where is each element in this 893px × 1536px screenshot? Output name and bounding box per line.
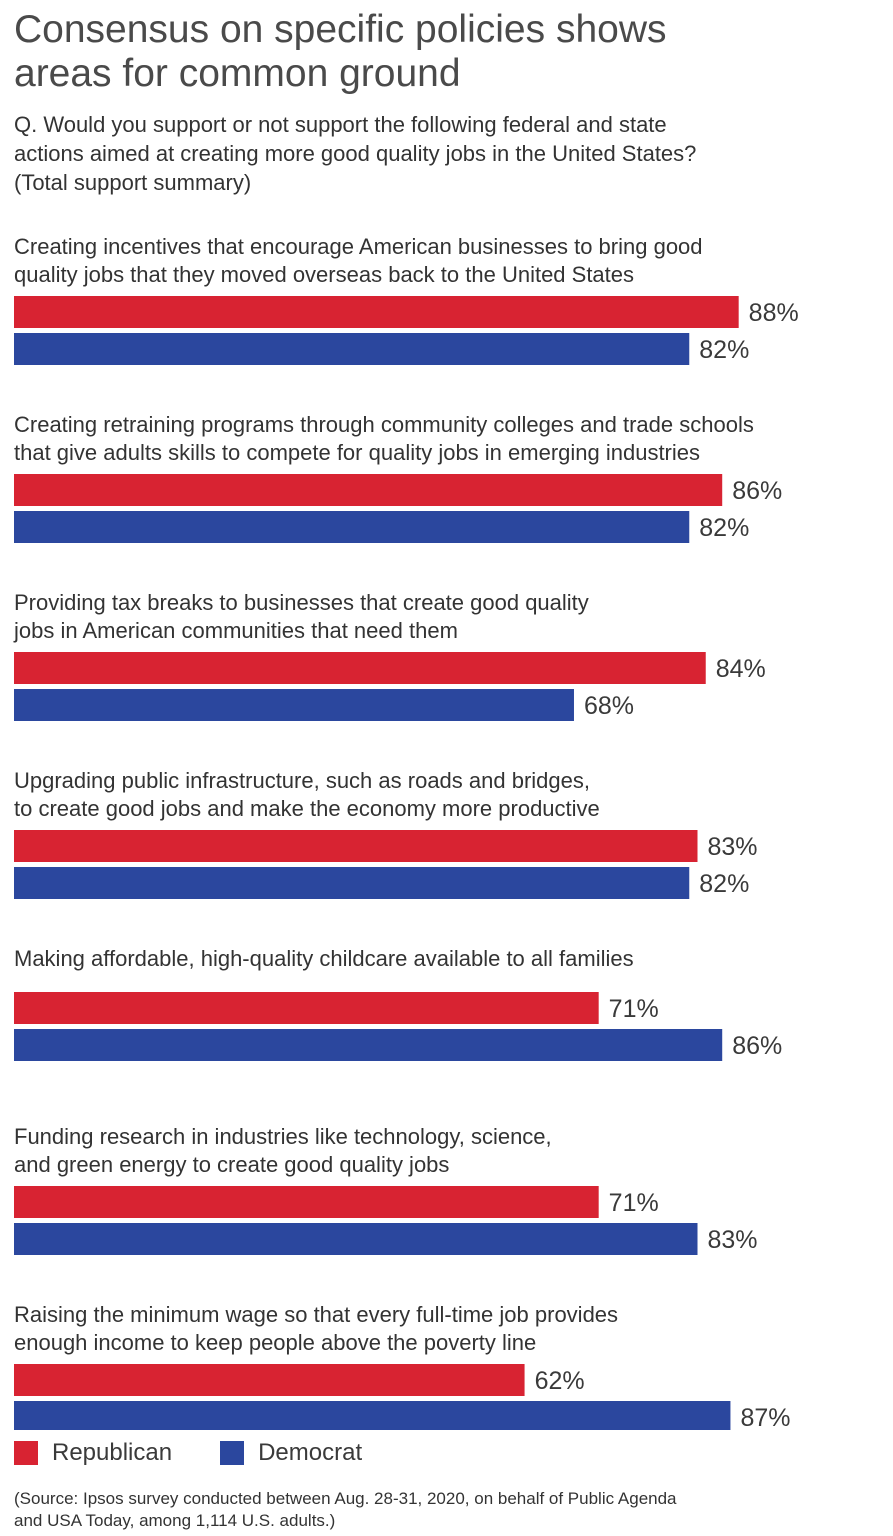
value-label-democrat: 83% [708,1226,758,1254]
bar-republican [14,1364,525,1396]
survey-question: Q. Would you support or not support the … [14,112,697,195]
value-label-republican: 71% [609,995,659,1023]
bar-democrat [14,689,574,721]
category-label-line: and green energy to create good quality … [14,1152,449,1177]
category-label-line: Upgrading public infrastructure, such as… [14,768,590,793]
category-label: Creating retraining programs through com… [14,412,754,465]
policy-group: Providing tax breaks to businesses that … [13,590,766,721]
legend-swatch-republican [14,1441,38,1465]
category-label: Upgrading public infrastructure, such as… [14,768,600,821]
bar-republican [14,992,599,1024]
value-label-republican: 62% [535,1367,585,1395]
legend-label-democrat: Democrat [258,1439,363,1466]
value-label-democrat: 86% [732,1032,782,1060]
category-label-line: that give adults skills to compete for q… [14,440,700,465]
bar-chart: Creating incentives that encourage Ameri… [13,234,799,1430]
legend-swatch-democrat [220,1441,245,1465]
bar-republican [14,1186,599,1218]
bar-republican [14,296,739,328]
legend-item-democrat: Democrat [220,1439,362,1467]
policy-group: Raising the minimum wage so that every f… [14,1302,790,1430]
category-label-line: Raising the minimum wage so that every f… [14,1302,618,1327]
category-label-line: Providing tax breaks to businesses that … [14,590,589,615]
category-label-line: jobs in American communities that need t… [13,618,458,643]
policy-group: Making affordable, high-quality childcar… [14,946,782,1061]
bar-democrat [14,333,690,365]
value-label-democrat: 82% [699,514,749,542]
legend-label-republican: Republican [52,1439,173,1466]
category-label-line: enough income to keep people above the p… [14,1330,536,1355]
bar-democrat [14,511,690,543]
bar-democrat [14,1223,698,1255]
category-label-line: Creating incentives that encourage Ameri… [14,234,703,259]
bar-republican [14,830,698,862]
category-label-line: Funding research in industries like tech… [14,1124,552,1149]
category-label: Raising the minimum wage so that every f… [14,1302,618,1355]
category-label: Making affordable, high-quality childcar… [14,946,634,971]
category-label-line: to create good jobs and make the economy… [14,796,600,821]
value-label-republican: 86% [732,477,782,505]
value-label-republican: 71% [609,1189,659,1217]
chart-title: Consensus on specific policies shows are… [14,8,667,95]
bar-democrat [14,1029,723,1061]
legend-item-republican: Republican [14,1439,172,1467]
category-label: Funding research in industries like tech… [14,1124,552,1177]
policy-group: Creating incentives that encourage Ameri… [14,234,799,365]
source-note: (Source: Ipsos survey conducted between … [14,1489,677,1530]
value-label-republican: 88% [749,299,799,327]
bar-democrat [14,867,690,899]
value-label-democrat: 87% [740,1404,790,1430]
policy-group: Creating retraining programs through com… [14,412,782,543]
value-label-democrat: 68% [584,692,634,720]
bar-republican [14,474,723,506]
value-label-democrat: 82% [699,870,749,898]
category-label-line: quality jobs that they moved overseas ba… [14,262,634,287]
category-label: Providing tax breaks to businesses that … [13,590,589,643]
value-label-democrat: 82% [699,336,749,364]
bar-republican [14,652,706,684]
value-label-republican: 83% [708,833,758,861]
bar-democrat [14,1401,731,1430]
category-label-line: Creating retraining programs through com… [14,412,754,437]
category-label-line: Making affordable, high-quality childcar… [14,946,634,971]
policy-group: Upgrading public infrastructure, such as… [14,768,758,899]
policy-group: Funding research in industries like tech… [14,1124,758,1255]
legend: Republican Democrat [14,1438,410,1468]
value-label-republican: 84% [716,655,766,683]
category-label: Creating incentives that encourage Ameri… [14,234,703,287]
